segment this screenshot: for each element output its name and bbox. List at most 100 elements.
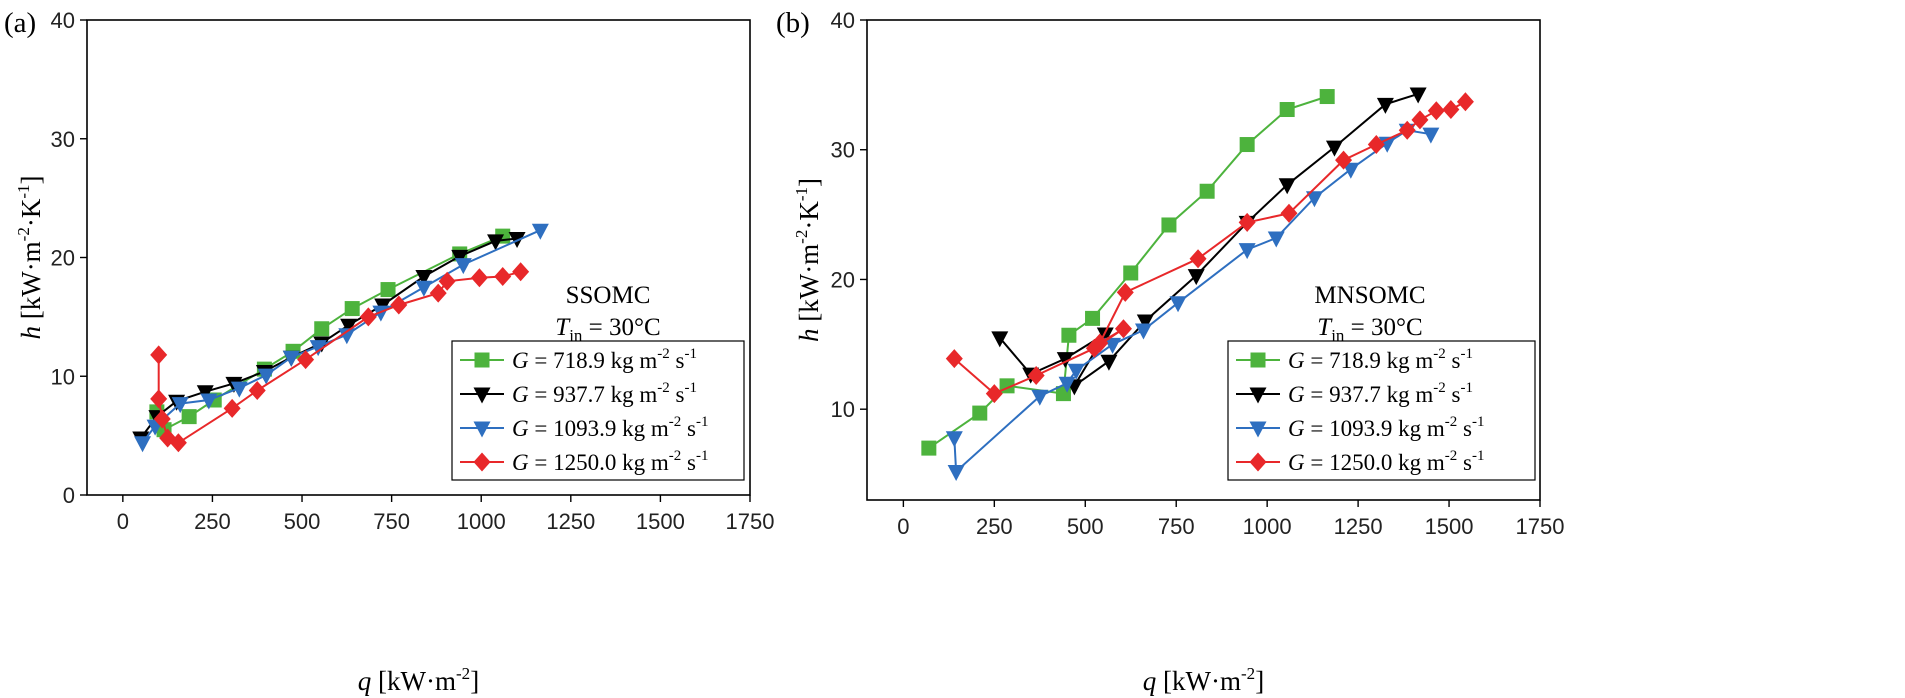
plot-frame bbox=[866, 19, 1541, 501]
data-point bbox=[451, 249, 469, 266]
legend-label: G = 1093.9 kg m-2 s-1 bbox=[512, 414, 708, 441]
data-point bbox=[512, 262, 530, 282]
data-point bbox=[415, 270, 433, 286]
data-point bbox=[340, 318, 358, 335]
data-point bbox=[1189, 249, 1207, 269]
data-point bbox=[1305, 191, 1323, 208]
x-tick-label: 750 bbox=[373, 509, 410, 534]
legend-marker bbox=[1249, 421, 1267, 438]
data-point bbox=[1342, 162, 1360, 179]
panel-label: (a) bbox=[4, 7, 36, 39]
y-tick-label: 20 bbox=[51, 246, 75, 271]
data-point bbox=[314, 321, 330, 337]
data-point bbox=[531, 223, 549, 240]
data-point bbox=[1100, 354, 1118, 371]
data-point bbox=[1114, 319, 1132, 339]
data-point bbox=[359, 307, 377, 327]
data-point bbox=[1058, 376, 1076, 393]
x-tick-label: 1750 bbox=[726, 509, 775, 534]
legend: G = 718.9 kg m-2 s-1 G = 937.7 kg m-2 s-1… bbox=[1227, 340, 1536, 481]
data-point bbox=[248, 381, 266, 400]
data-point bbox=[1398, 120, 1416, 140]
data-point bbox=[1411, 110, 1429, 130]
series-1250.0 bbox=[945, 92, 1474, 404]
legend-label: G = 937.7 kg m-2 s-1 bbox=[1288, 380, 1473, 407]
y-tick-label: 0 bbox=[63, 483, 75, 508]
legend-label: G = 1250.0 kg m-2 s-1 bbox=[1288, 448, 1484, 475]
data-point bbox=[282, 350, 300, 367]
data-point bbox=[487, 234, 505, 251]
data-point bbox=[1280, 203, 1298, 223]
data-point bbox=[494, 267, 512, 286]
chart-panel-b: 0 250 500 750 1000 1250 1500 1750 10 20 30 40 (b) q [… bbox=[776, 7, 1564, 696]
legend-marker bbox=[1250, 352, 1266, 368]
legend-label: G = 937.7 kg m-2 s-1 bbox=[512, 380, 697, 407]
data-point bbox=[1116, 282, 1134, 302]
data-point bbox=[1278, 178, 1296, 195]
x-tick-label: 250 bbox=[194, 509, 231, 534]
x-tick-label: 1750 bbox=[1516, 514, 1565, 539]
data-point bbox=[153, 409, 171, 429]
x-tick-label: 0 bbox=[897, 514, 909, 539]
x-tick-label: 0 bbox=[117, 509, 129, 534]
y-tick-label: 30 bbox=[51, 127, 75, 152]
data-point bbox=[196, 385, 214, 402]
data-point bbox=[1325, 140, 1343, 157]
y-tick-label: 30 bbox=[831, 138, 855, 163]
data-point bbox=[1056, 352, 1074, 369]
data-point bbox=[309, 340, 327, 357]
legend-marker bbox=[1249, 452, 1267, 472]
data-point bbox=[945, 349, 963, 369]
data-point bbox=[134, 436, 152, 453]
data-point bbox=[454, 258, 472, 275]
x-tick-label: 1000 bbox=[1243, 514, 1292, 539]
data-point bbox=[1409, 87, 1427, 104]
data-point bbox=[972, 405, 988, 421]
legend-item: G = 1250.0 kg m-2 s-1 bbox=[1236, 448, 1484, 475]
y-tick-label: 40 bbox=[831, 8, 855, 33]
panel-label: (b) bbox=[776, 7, 810, 39]
x-tick-label: 1000 bbox=[457, 509, 506, 534]
legend-box bbox=[1227, 340, 1536, 481]
legend-marker bbox=[473, 452, 491, 472]
data-point bbox=[1031, 389, 1049, 406]
y-tick-label: 20 bbox=[831, 267, 855, 292]
legend-label: G = 718.9 kg m-2 s-1 bbox=[1288, 346, 1473, 373]
x-tick-label: 1500 bbox=[636, 509, 685, 534]
inlet-temperature-label: Tin = 30°C bbox=[555, 314, 660, 345]
data-point bbox=[344, 301, 360, 317]
y-tick-label: 40 bbox=[51, 8, 75, 33]
data-point bbox=[1136, 314, 1154, 331]
data-point bbox=[947, 464, 965, 481]
data-point bbox=[1104, 337, 1122, 354]
data-point bbox=[169, 433, 187, 453]
data-point bbox=[1238, 212, 1256, 232]
data-point bbox=[1319, 89, 1335, 105]
data-point bbox=[1367, 135, 1385, 155]
data-point bbox=[223, 398, 241, 418]
legend-item: G = 718.9 kg m-2 s-1 bbox=[1236, 346, 1473, 373]
legend-item: G = 937.7 kg m-2 s-1 bbox=[460, 380, 697, 407]
legend-box bbox=[451, 340, 745, 481]
legend-item: G = 718.9 kg m-2 s-1 bbox=[460, 346, 697, 373]
y-tick-label: 10 bbox=[51, 364, 75, 389]
data-point bbox=[1067, 363, 1085, 380]
data-point bbox=[1187, 269, 1205, 286]
y-axis-label: h [kW·m-2·K-1] bbox=[14, 175, 46, 339]
legend-item: G = 1093.9 kg m-2 s-1 bbox=[460, 414, 708, 441]
x-tick-label: 1250 bbox=[1334, 514, 1383, 539]
data-point bbox=[1027, 365, 1045, 385]
data-point bbox=[390, 295, 408, 315]
legend-marker bbox=[473, 387, 491, 404]
legend-label: G = 1093.9 kg m-2 s-1 bbox=[1288, 414, 1484, 441]
x-axis-label: q [kW·m-2] bbox=[1143, 664, 1264, 696]
x-tick-label: 250 bbox=[976, 514, 1013, 539]
data-point bbox=[470, 268, 488, 288]
chart-annotation: MNSOMC bbox=[1314, 282, 1425, 309]
data-point bbox=[1335, 150, 1353, 170]
data-point bbox=[985, 384, 1003, 404]
data-point bbox=[945, 431, 963, 448]
chart-annotation: SSOMC bbox=[566, 282, 651, 309]
data-point bbox=[1427, 101, 1445, 121]
x-tick-label: 1500 bbox=[1425, 514, 1474, 539]
